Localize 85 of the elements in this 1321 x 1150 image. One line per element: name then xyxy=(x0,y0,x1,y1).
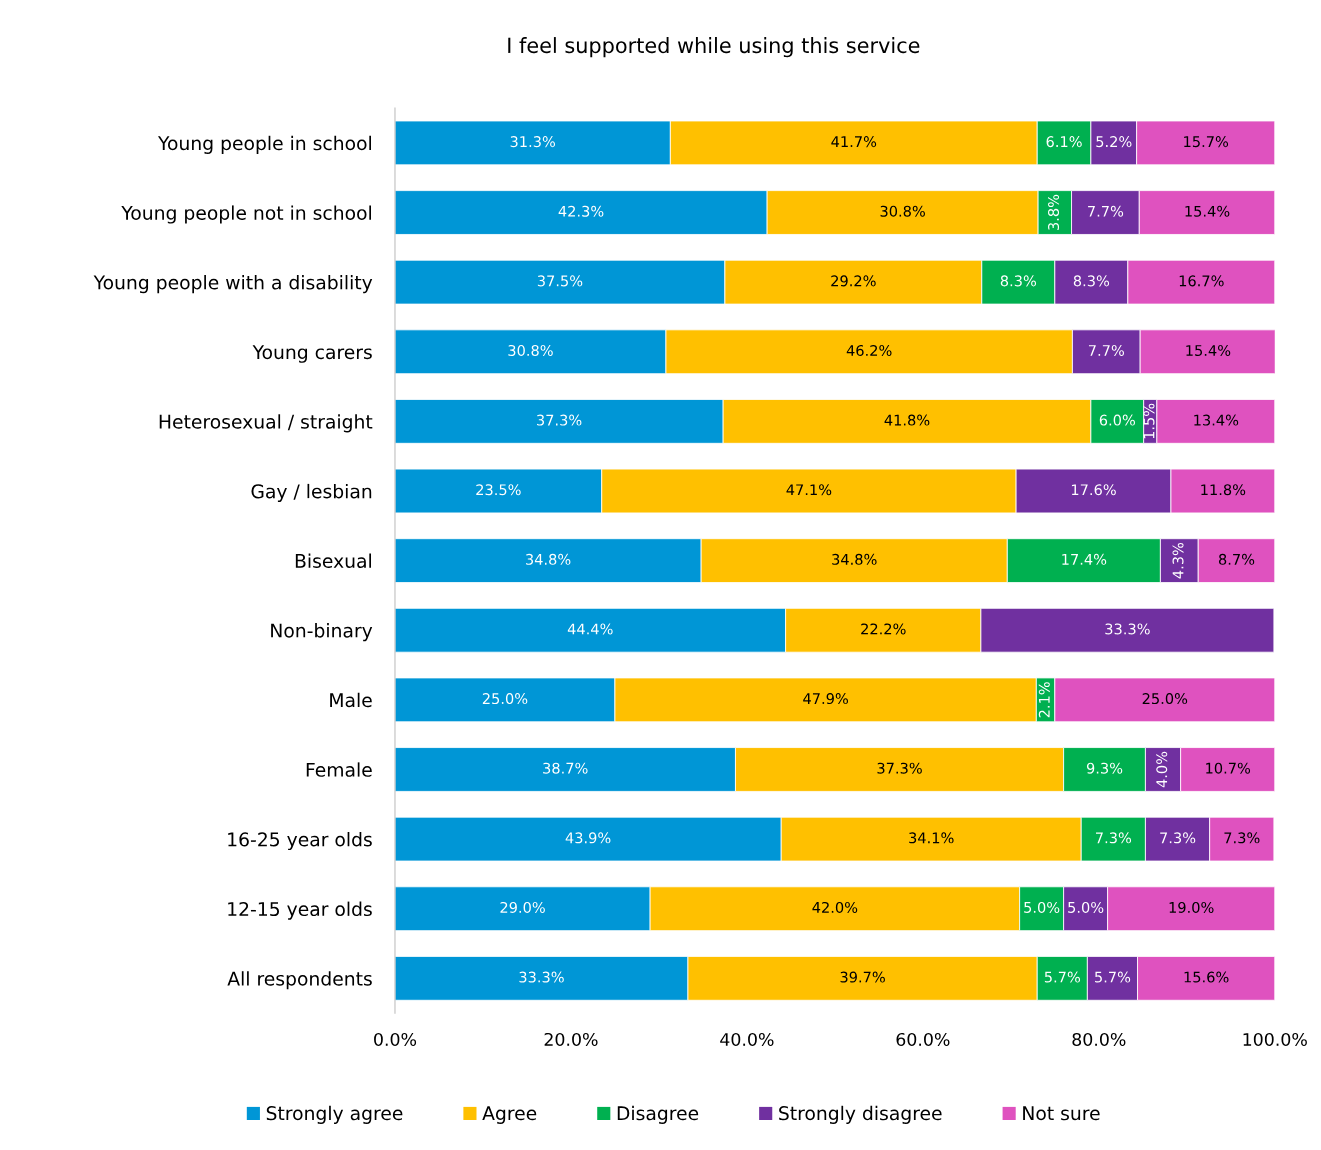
y-tick-label: Male xyxy=(330,692,372,708)
y-tick-label: Bisexual xyxy=(295,553,371,569)
data-label: 8.7% xyxy=(1218,553,1255,565)
data-label: 2.1% xyxy=(1038,682,1050,718)
data-label: 41.8% xyxy=(884,414,930,426)
data-label: 11.8% xyxy=(1201,484,1246,496)
chart-title: I feel supported while using this service xyxy=(508,37,920,58)
y-tick-label: 12-15 year olds xyxy=(228,901,372,920)
data-label: 15.6% xyxy=(1184,971,1229,983)
y-tick-label: Young people not in school xyxy=(121,205,371,224)
data-label: 8.3% xyxy=(1073,275,1110,287)
y-tick-label: All respondents xyxy=(227,971,372,990)
data-label: 25.0% xyxy=(1142,693,1188,705)
data-label: 44.4% xyxy=(567,623,613,635)
data-label: 42.0% xyxy=(812,901,858,913)
y-tick-label: Non-binary xyxy=(271,623,373,642)
x-tick-label: 40.0% xyxy=(720,1032,774,1047)
y-tick-label: Young people with a disability xyxy=(93,275,373,294)
y-tick-label: 16-25 year olds xyxy=(228,831,372,851)
data-label: 17.4% xyxy=(1062,553,1107,565)
data-label: 46.2% xyxy=(846,344,892,356)
data-label: 5.0% xyxy=(1068,901,1104,913)
legend-label: Disagree xyxy=(617,1105,699,1124)
y-tick-label: Female xyxy=(306,762,372,777)
data-label: 47.9% xyxy=(803,693,848,705)
data-label: 47.1% xyxy=(786,484,832,496)
legend-label: Agree xyxy=(482,1106,537,1124)
data-label: 1.5% xyxy=(1143,403,1155,439)
x-tick-label: 80.0% xyxy=(1072,1032,1126,1047)
data-label: 3.8% xyxy=(1048,194,1060,230)
x-tick-label: 100.0% xyxy=(1243,1032,1307,1047)
data-label: 5.7% xyxy=(1095,971,1131,983)
data-label: 29.2% xyxy=(831,275,876,287)
data-label: 15.7% xyxy=(1184,136,1229,148)
data-label: 17.6% xyxy=(1071,484,1116,496)
data-label: 7.3% xyxy=(1224,832,1260,844)
y-tick-label: Young carers xyxy=(252,345,372,363)
data-label: 5.0% xyxy=(1024,901,1060,913)
x-tick-label: 60.0% xyxy=(896,1032,950,1047)
data-label: 43.9% xyxy=(565,832,611,844)
data-label: 6.1% xyxy=(1046,136,1082,148)
y-tick-label: Young people in school xyxy=(157,135,371,154)
data-label: 37.3% xyxy=(877,762,922,774)
data-label: 30.8% xyxy=(880,205,925,217)
data-label: 7.3% xyxy=(1096,832,1132,844)
data-label: 37.3% xyxy=(537,414,582,426)
y-tick-label: Gay / lesbian xyxy=(251,483,372,503)
legend-label: Strongly disagree xyxy=(779,1105,942,1124)
data-label: 7.7% xyxy=(1088,344,1125,356)
data-label: 34.1% xyxy=(909,832,954,844)
data-label: 41.7% xyxy=(831,136,877,148)
data-label: 37.5% xyxy=(537,275,583,287)
data-label: 30.8% xyxy=(508,344,553,356)
x-tick-label: 20.0% xyxy=(544,1032,598,1047)
data-label: 29.0% xyxy=(500,901,545,913)
data-label: 38.7% xyxy=(543,762,588,774)
data-label: 7.7% xyxy=(1088,205,1124,217)
data-label: 15.4% xyxy=(1186,344,1231,356)
data-label: 31.3% xyxy=(510,136,556,148)
data-label: 5.2% xyxy=(1096,136,1132,148)
data-label: 15.4% xyxy=(1185,205,1230,217)
data-label: 5.7% xyxy=(1044,971,1081,983)
data-label: 6.0% xyxy=(1099,414,1135,426)
data-label: 16.7% xyxy=(1179,275,1224,287)
data-label: 13.4% xyxy=(1194,414,1239,426)
y-tick-label: Heterosexual / straight xyxy=(159,414,373,433)
data-label: 33.3% xyxy=(519,971,564,983)
x-tick-label: 0.0% xyxy=(374,1032,417,1047)
data-label: 23.5% xyxy=(476,484,521,496)
legend-label: Strongly agree xyxy=(266,1105,403,1124)
data-label: 34.8% xyxy=(526,553,571,565)
data-label: 4.3% xyxy=(1172,542,1184,579)
data-label: 39.7% xyxy=(840,971,885,983)
data-label: 7.3% xyxy=(1160,832,1196,844)
data-label: 9.3% xyxy=(1086,762,1123,774)
data-label: 8.3% xyxy=(1000,275,1037,287)
legend-label: Not sure xyxy=(1023,1106,1100,1121)
data-label: 19.0% xyxy=(1169,901,1214,913)
data-label: 42.3% xyxy=(558,205,604,217)
data-label: 34.8% xyxy=(832,553,877,565)
data-label: 22.2% xyxy=(861,623,906,635)
data-label: 4.0% xyxy=(1156,751,1168,788)
data-label: 33.3% xyxy=(1105,623,1150,635)
data-label: 10.7% xyxy=(1206,762,1251,774)
data-label: 25.0% xyxy=(482,693,528,705)
